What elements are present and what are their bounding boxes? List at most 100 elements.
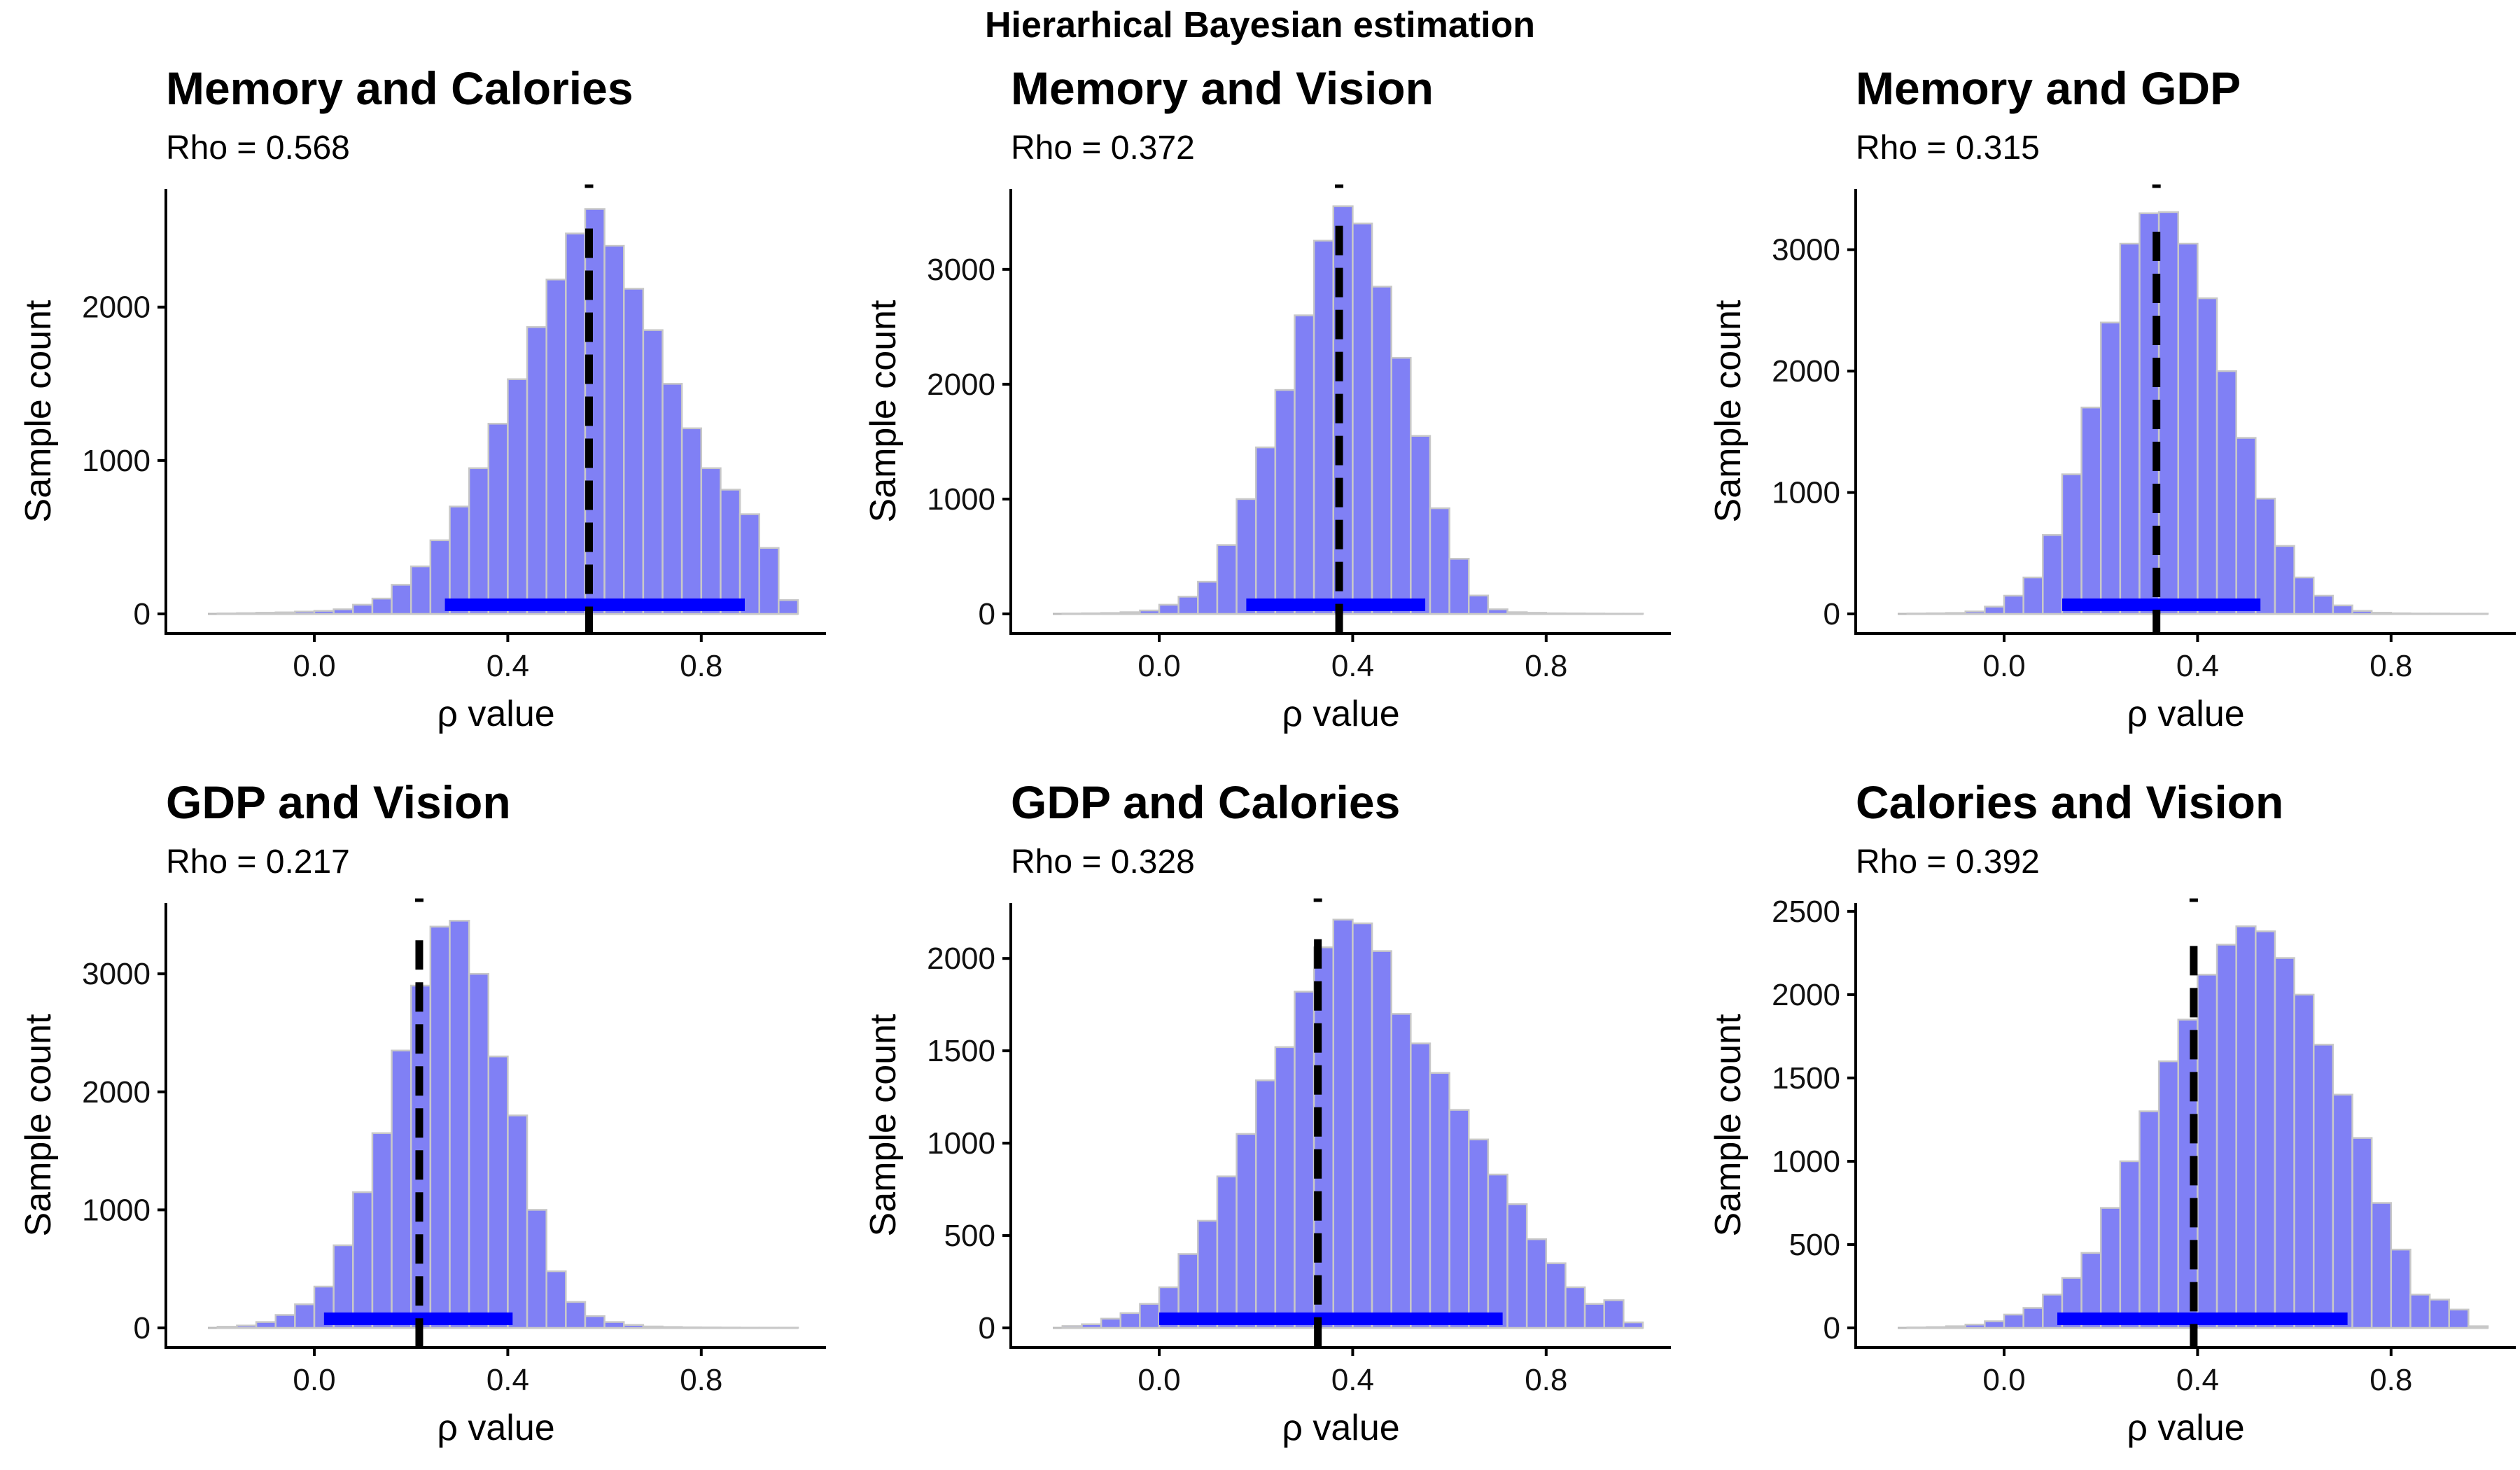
x-tick-label: 0.8	[680, 649, 722, 683]
histogram-bar	[662, 383, 683, 615]
chart-plot: 0 1000 2000 3000 0.0 0.4 0.8 ρ value Sample coun…	[863, 184, 1671, 734]
histogram-bar	[1545, 612, 1567, 615]
chart-title: GDP and Vision	[166, 776, 511, 828]
histogram-bar	[2312, 1044, 2334, 1329]
chart-subtitle: Rho = 0.315	[1856, 130, 2040, 167]
histogram-bar	[2293, 576, 2315, 615]
x-tick-label: 0.8	[2370, 1363, 2412, 1397]
histogram-bar	[507, 378, 528, 615]
x-tick-label: 0.8	[680, 1363, 722, 1397]
histogram-bar	[429, 925, 451, 1329]
histogram-bar	[2312, 594, 2334, 615]
histogram-bar	[1945, 612, 1966, 615]
x-axis-label: ρ value	[2127, 1408, 2244, 1448]
x-axis-label: ρ value	[1282, 694, 1399, 734]
histogram-bar	[1448, 1109, 1470, 1329]
histogram-bar	[2428, 612, 2450, 615]
y-tick-label: 2000	[1772, 978, 1840, 1012]
histogram-bar	[2042, 534, 2064, 615]
histogram-bar	[449, 920, 470, 1329]
histogram-bar	[1119, 1312, 1141, 1329]
figure-title: Hierarhical Bayesian estimation	[984, 5, 1536, 46]
histogram-bar	[545, 279, 567, 615]
chart-title: Calories and Vision	[1856, 776, 2284, 828]
histogram-bar	[565, 232, 587, 615]
x-tick-label: 0.4	[486, 1363, 529, 1397]
chart-subtitle: Rho = 0.392	[1856, 844, 2040, 881]
histogram-bar	[1390, 356, 1412, 615]
histogram-bar	[1371, 950, 1392, 1329]
hdi-bar	[1159, 1312, 1503, 1325]
histogram-bar	[720, 1326, 741, 1329]
y-tick-label: 1500	[927, 1034, 995, 1068]
x-tick-label: 0.0	[1982, 1363, 2025, 1397]
histogram-bar	[2061, 473, 2082, 615]
histogram-bar	[294, 610, 316, 615]
histogram-bar	[2138, 1110, 2160, 1329]
histogram-bar	[1926, 612, 1947, 615]
histogram-bar	[391, 1049, 412, 1329]
histogram-bar	[2119, 242, 2141, 615]
histogram-bar	[1352, 222, 1373, 615]
histogram-bar	[1274, 388, 1296, 615]
chart-panel: GDP and Vision Rho = 0.217 0 1000 2000 3000 0.…	[0, 714, 826, 1448]
y-axis-label: Sample count	[863, 1014, 904, 1237]
histogram-bar	[2274, 545, 2295, 615]
y-tick-label: 2000	[1772, 354, 1840, 388]
histogram-bar	[1139, 1303, 1161, 1329]
x-tick-label: 0.0	[1138, 649, 1180, 683]
chart-plot: 0 1000 2000 3000 0.0 0.4 0.8 ρ value Sample coun…	[18, 898, 826, 1448]
y-tick-label: 3000	[1772, 233, 1840, 267]
histogram-bar	[236, 1324, 258, 1329]
histogram-bar	[332, 608, 354, 615]
histogram-bar	[2409, 1294, 2431, 1329]
histogram-bar	[622, 288, 645, 615]
histogram-bar	[1081, 1323, 1102, 1329]
histogram-bar	[1254, 1079, 1277, 1329]
histogram-bar	[1906, 612, 1928, 615]
histogram-bar	[2080, 406, 2102, 615]
chart-title: Memory and Vision	[1011, 62, 1434, 114]
y-tick-label: 3000	[927, 253, 995, 287]
y-tick-label: 1000	[1772, 476, 1840, 510]
histogram-bar	[2351, 1137, 2373, 1329]
histogram-bar	[1429, 507, 1450, 615]
x-tick-label: 0.8	[1525, 649, 1567, 683]
histogram-bar	[391, 584, 412, 615]
histogram-bar	[1410, 435, 1432, 615]
chart-subtitle: Rho = 0.217	[166, 844, 350, 881]
histogram-bar	[565, 1301, 587, 1329]
histogram-bar	[1525, 1238, 1548, 1329]
y-tick-label: 500	[944, 1219, 995, 1253]
y-tick-label: 0	[1823, 1311, 1840, 1345]
chart-plot: 0 500 1000 1500 2000 0.0 0.4 0.8 ρ value Sample c…	[863, 898, 1671, 1448]
histogram-bar	[352, 1191, 374, 1329]
histogram-bar	[468, 972, 490, 1329]
histogram-bar	[371, 597, 393, 615]
histogram-bar	[603, 1321, 625, 1329]
y-tick-label: 1000	[1772, 1144, 1840, 1179]
histogram-bar	[2448, 1308, 2470, 1329]
histogram-bar	[371, 1132, 393, 1329]
x-tick-label: 0.4	[486, 649, 529, 683]
histogram-bar	[236, 612, 258, 615]
histogram-bar	[216, 612, 238, 615]
histogram-bar	[1254, 446, 1277, 615]
y-tick-label: 1500	[1772, 1061, 1840, 1096]
histogram-bar	[1506, 611, 1528, 615]
histogram-bar	[255, 1321, 276, 1329]
histogram-bar	[622, 1324, 645, 1329]
x-tick-label: 0.0	[293, 1363, 335, 1397]
histogram-bar	[2197, 974, 2218, 1329]
x-axis-label: ρ value	[437, 694, 554, 734]
histogram-bar	[2370, 612, 2393, 615]
histogram-bar	[2235, 925, 2257, 1329]
x-axis-label: ρ value	[437, 1408, 554, 1448]
histogram-bar	[642, 329, 664, 615]
histogram-bar	[680, 1326, 703, 1329]
histogram-bar	[720, 489, 741, 615]
y-tick-label: 2000	[82, 1075, 150, 1110]
histogram-bar	[1312, 239, 1335, 615]
histogram-bar	[2235, 437, 2257, 615]
